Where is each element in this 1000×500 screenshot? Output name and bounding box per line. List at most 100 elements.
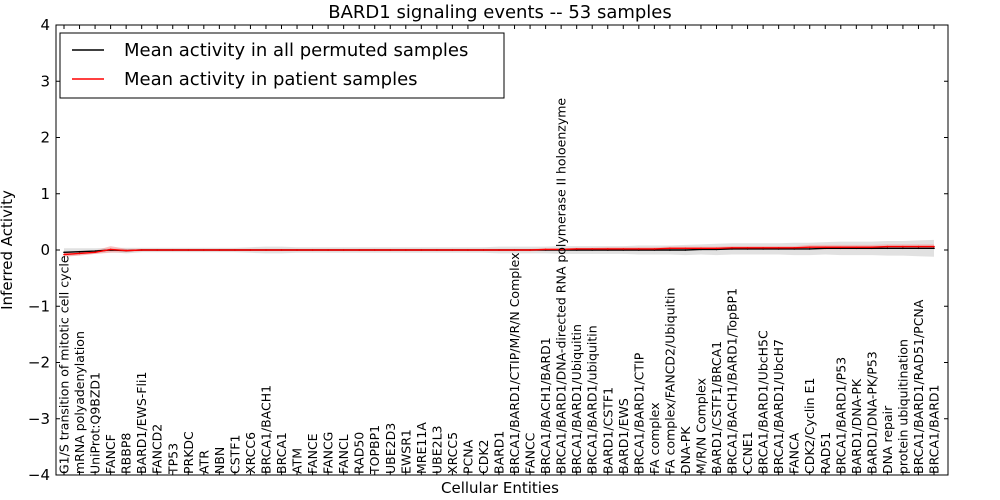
category-label: BRCA1/BARD1/RAD51/PCNA — [911, 299, 926, 474]
point-series-1-15 — [296, 249, 298, 251]
legend: Mean activity in all permuted samples Me… — [59, 32, 505, 99]
category-label: BRCA1/BARD1/DNA-directed RNA polymerase … — [554, 98, 569, 474]
band-series-0 — [64, 239, 934, 257]
point-series-1-19 — [358, 249, 361, 251]
category-label: FANCA — [787, 432, 802, 474]
y-tick-label: −1 — [28, 297, 50, 315]
point-series-1-3 — [109, 248, 112, 251]
chart-title: BARD1 signaling events -- 53 samples — [328, 2, 672, 23]
point-series-1-53 — [886, 245, 889, 248]
category-label: FA complex — [647, 402, 662, 474]
category-label: BARD1 — [492, 431, 507, 474]
point-series-1-14 — [280, 249, 283, 251]
point-series-1-26 — [467, 249, 469, 251]
category-label: BRCA1/BACH1/BARD1 — [538, 337, 553, 474]
y-tick-label: −3 — [28, 410, 50, 428]
point-series-1-11 — [234, 249, 236, 251]
point-series-0-54 — [902, 247, 904, 250]
category-label: XRCC5 — [445, 432, 460, 474]
point-series-0-36 — [622, 249, 625, 251]
category-label: PCNA — [460, 439, 475, 474]
category-label: mRNA polyadenylation — [72, 331, 87, 474]
point-series-1-33 — [575, 248, 578, 250]
point-series-1-36 — [622, 248, 625, 250]
point-series-1-24 — [436, 249, 438, 251]
point-series-1-17 — [327, 249, 329, 251]
category-label: G1/S transition of mitotic cell cycle — [57, 255, 72, 474]
category-label: FANCL — [336, 434, 351, 474]
point-series-1-45 — [762, 247, 764, 249]
point-series-1-55 — [917, 245, 920, 248]
point-series-1-6 — [156, 249, 158, 251]
category-label: TP53 — [165, 443, 180, 475]
y-tick-label: 2 — [40, 129, 50, 147]
point-series-0-1 — [78, 250, 81, 253]
y-axis-label: Inferred Activity — [0, 190, 16, 310]
legend-label-permuted: Mean activity in all permuted samples — [124, 40, 468, 61]
category-label: BRCA1/BARD1/CTIP — [631, 352, 646, 474]
point-series-1-40 — [684, 247, 687, 250]
category-label: CSTF1 — [227, 435, 242, 474]
category-label: NBN — [212, 447, 227, 474]
point-series-1-1 — [78, 252, 81, 255]
point-series-0-39 — [669, 249, 671, 251]
point-series-1-52 — [871, 246, 873, 248]
category-label: PRKDC — [181, 431, 196, 474]
category-label: BRCA1/BACH1 — [259, 385, 274, 474]
category-label: TOPBP1 — [367, 425, 382, 475]
category-label: FANCF — [103, 434, 118, 474]
point-series-0-40 — [684, 249, 687, 251]
point-series-0-53 — [886, 247, 889, 250]
point-series-1-32 — [560, 248, 562, 251]
category-label: ATM — [290, 448, 305, 474]
point-series-1-51 — [855, 246, 858, 248]
point-series-1-28 — [498, 249, 500, 251]
point-series-1-49 — [824, 246, 827, 248]
point-series-0-37 — [638, 249, 640, 251]
point-series-0-35 — [607, 249, 609, 251]
legend-label-patient: Mean activity in patient samples — [124, 69, 418, 90]
point-series-1-34 — [591, 248, 593, 250]
point-series-1-9 — [203, 249, 205, 251]
category-label: BARD1/DNA-PK — [849, 378, 864, 474]
category-label: BRCA1/BARD1/CTIP/M/R/N Complex — [507, 252, 522, 474]
category-label: BRCA1/BACH1/BARD1/TopBP1 — [725, 288, 740, 474]
category-label: FANCC — [523, 432, 538, 474]
category-labels: G1/S transition of mitotic cell cycle mRN… — [57, 98, 942, 475]
category-label: MRE11A — [414, 422, 429, 474]
point-series-1-31 — [544, 248, 547, 251]
point-series-1-12 — [249, 249, 252, 251]
y-axis: −4 −3 −2 −1 0 1 2 3 4 — [28, 16, 948, 484]
category-label: BRCA1/BARD1/Ubiquitin — [569, 324, 584, 474]
category-label: BARD1/EWS — [616, 398, 631, 474]
point-series-1-29 — [513, 249, 516, 251]
category-label: FANCD2 — [150, 424, 165, 474]
category-label: UBE2D3 — [383, 423, 398, 474]
series-lines — [63, 245, 935, 256]
point-series-1-37 — [638, 248, 640, 250]
point-series-1-56 — [933, 245, 935, 248]
legend-box — [59, 32, 505, 99]
point-series-1-20 — [373, 249, 376, 251]
point-series-1-18 — [342, 249, 345, 251]
category-label: CDK2 — [476, 439, 491, 474]
point-series-1-16 — [311, 249, 314, 251]
category-label: UBE2L3 — [429, 426, 444, 475]
point-series-1-42 — [715, 247, 718, 250]
point-series-0-0 — [63, 251, 65, 254]
category-label: BRCA1/BARD1/ubiquitin — [585, 325, 600, 474]
category-label: BARD1/CSTF1/BRCA1 — [709, 341, 724, 474]
category-label: protein ubiquitination — [895, 339, 910, 474]
category-label: BARD1/CSTF1 — [600, 387, 615, 474]
y-tick-label: 4 — [40, 16, 50, 34]
point-series-1-50 — [840, 246, 842, 248]
point-series-1-0 — [63, 253, 65, 256]
category-label: FA complex/FANCD2/Ubiquitin — [662, 288, 677, 474]
point-series-1-39 — [669, 247, 671, 250]
category-label: CDK2/Cyclin E1 — [802, 378, 817, 474]
category-label: ATR — [196, 450, 211, 474]
point-series-1-27 — [482, 249, 485, 251]
category-label: BRCA1/BARD1 — [927, 385, 942, 474]
x-axis-label: Cellular Entities — [441, 479, 559, 497]
category-label: BRCA1 — [274, 432, 289, 474]
